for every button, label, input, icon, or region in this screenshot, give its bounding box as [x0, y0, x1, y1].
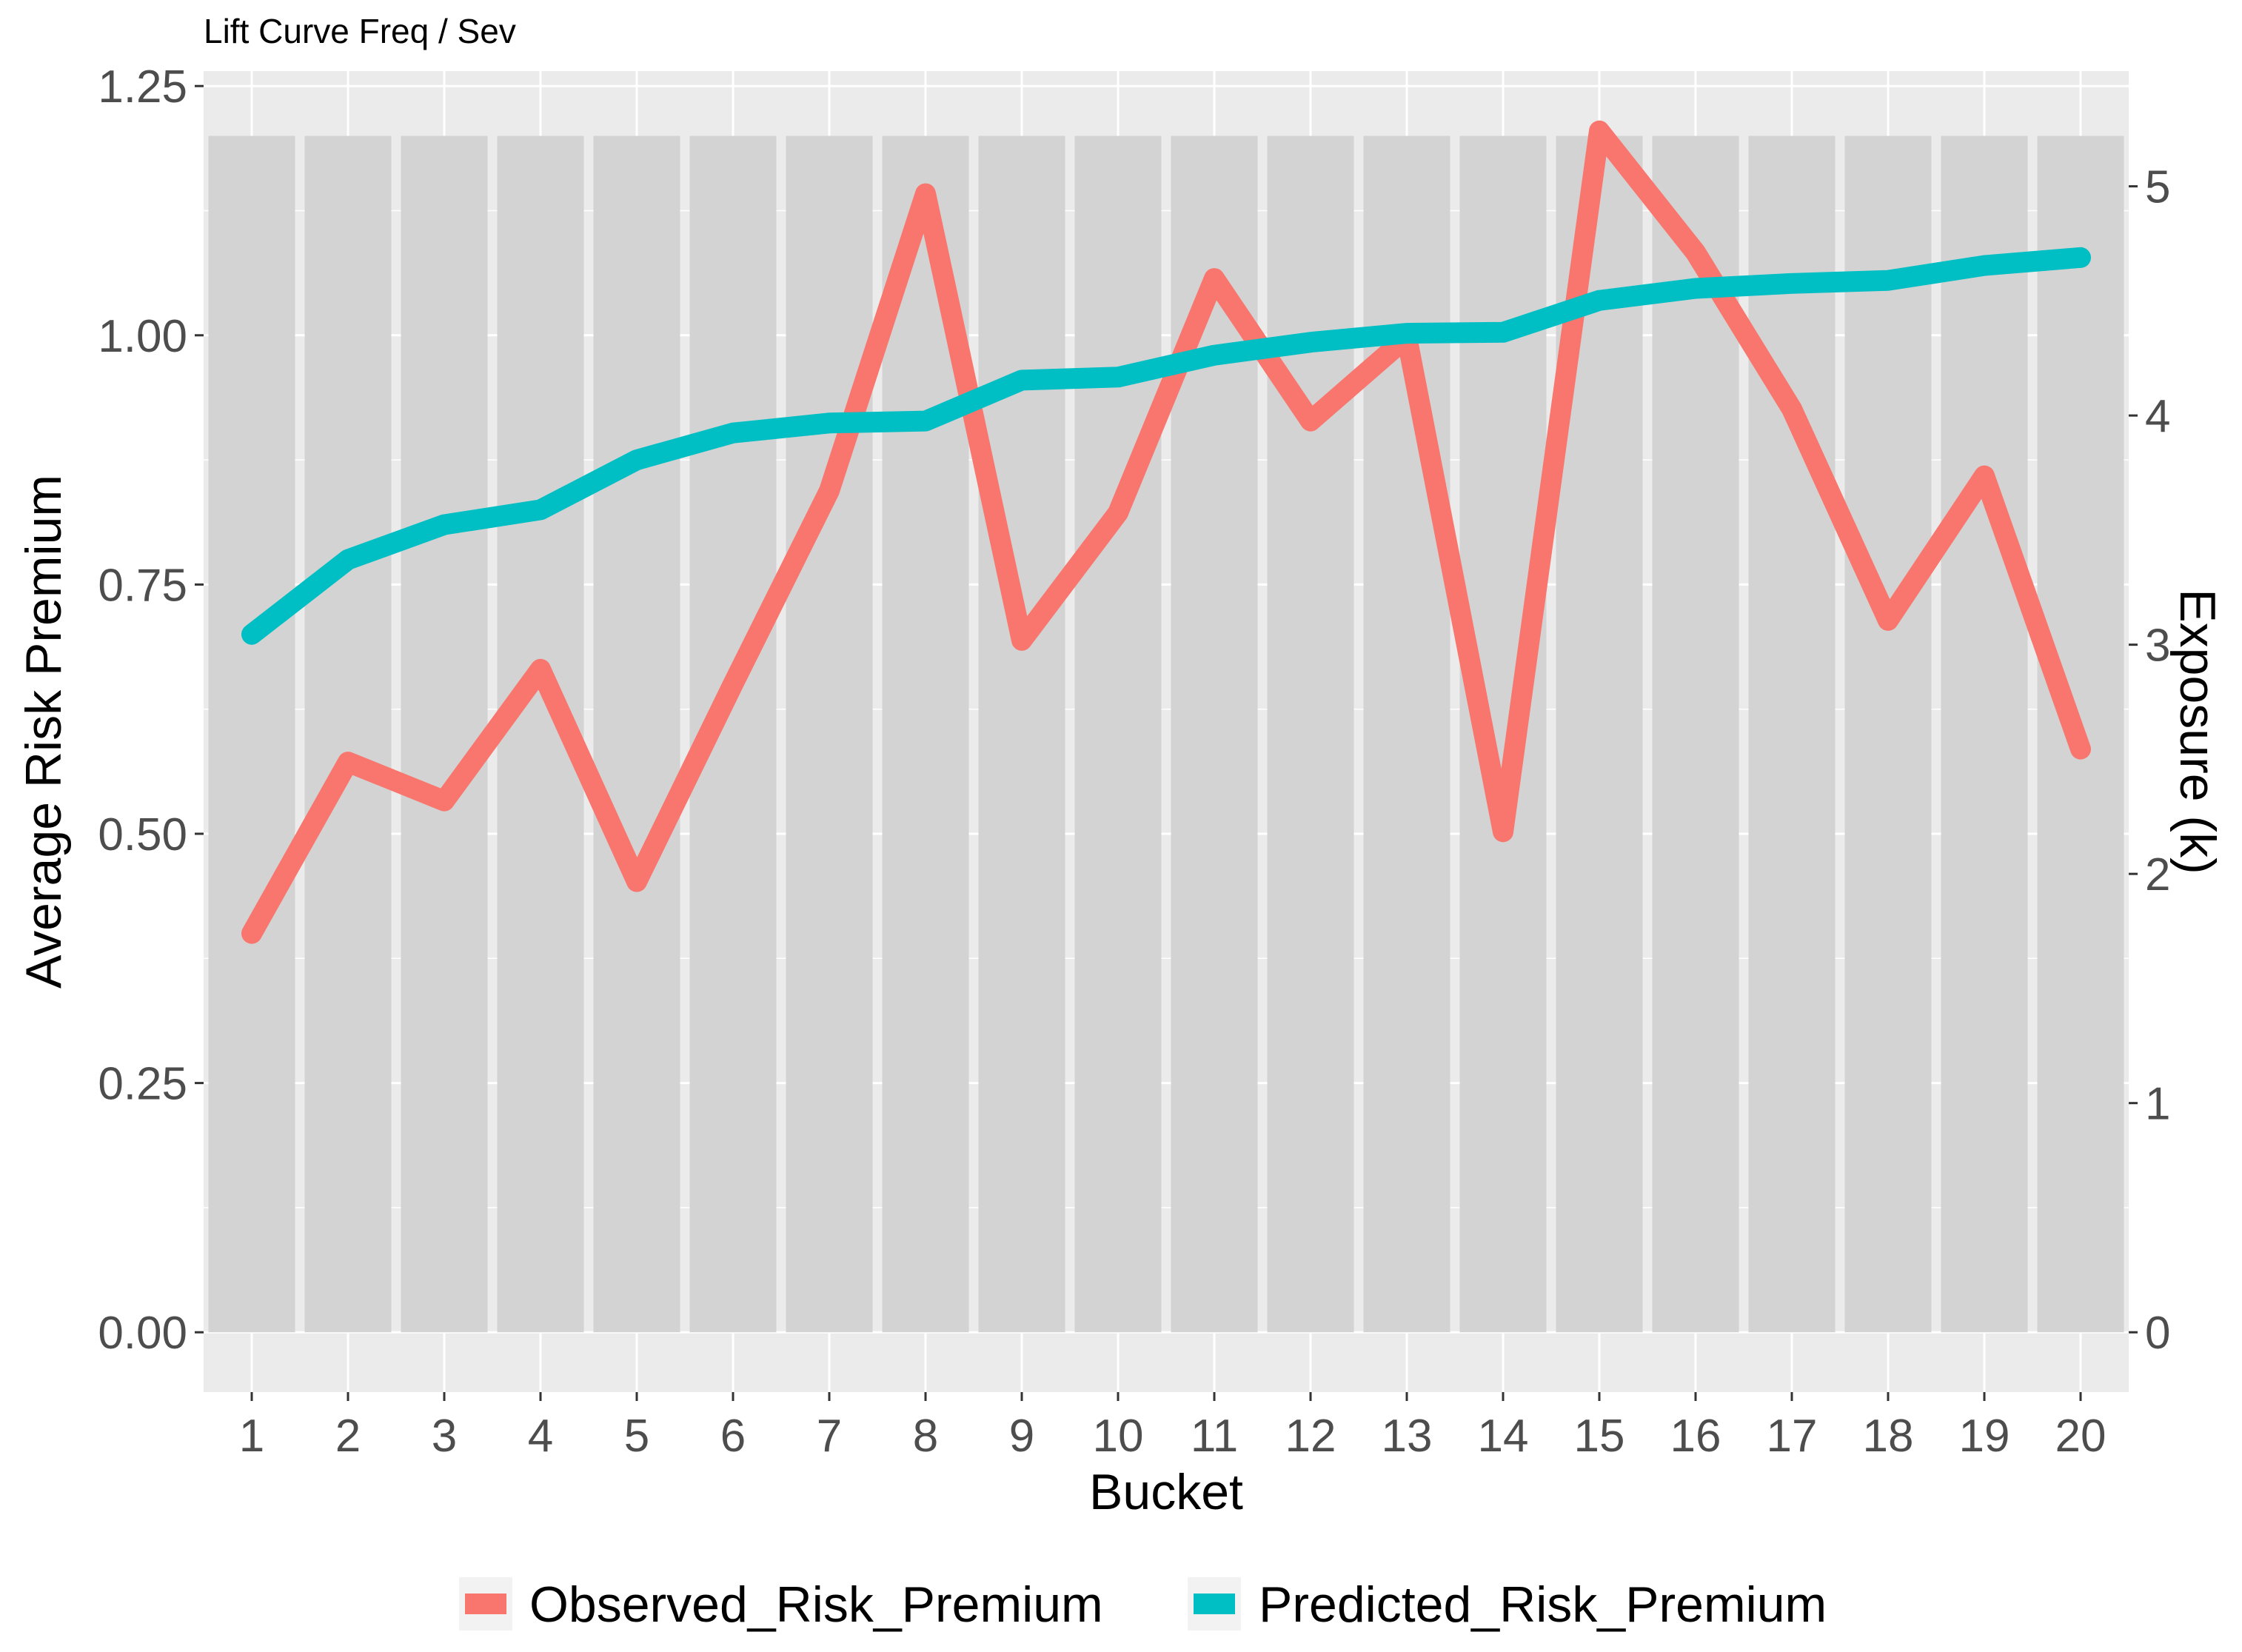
exposure-bar [786, 136, 873, 1333]
y-tick-label: 0.75 [98, 560, 187, 611]
x-tick-label: 3 [432, 1411, 457, 1462]
y2-tick-label: 0 [2145, 1308, 2170, 1359]
x-tick-label: 1 [239, 1411, 264, 1462]
exposure-bar [1074, 136, 1162, 1333]
x-tick-label: 8 [913, 1411, 938, 1462]
chart-title: Lift Curve Freq / Sev [204, 12, 516, 50]
x-tick-label: 9 [1009, 1411, 1034, 1462]
x-tick-label: 18 [1863, 1411, 1914, 1462]
exposure-bar [304, 136, 392, 1333]
legend-label-observed: Observed_Risk_Premium [529, 1576, 1103, 1633]
x-tick-label: 10 [1093, 1411, 1144, 1462]
x-tick-label: 4 [528, 1411, 553, 1462]
y-tick-label: 0.00 [98, 1308, 187, 1359]
x-tick-label: 2 [335, 1411, 361, 1462]
series-line-predicted [241, 247, 2091, 645]
x-tick-label: 13 [1382, 1411, 1433, 1462]
x-tick-label: 19 [1959, 1411, 2010, 1462]
x-tick-label: 6 [720, 1411, 746, 1462]
x-tick-label: 15 [1574, 1411, 1625, 1462]
x-tick-label: 5 [624, 1411, 649, 1462]
exposure-bar [1941, 136, 2028, 1333]
x-tick-label: 12 [1285, 1411, 1336, 1462]
exposure-bar [1652, 136, 1739, 1333]
y2-tick-label: 1 [2145, 1079, 2170, 1130]
y2-tick-label: 4 [2145, 391, 2170, 442]
legend: Observed_Risk_Premium Predicted_Risk_Pre… [459, 1576, 1827, 1633]
x-tick-label: 20 [2055, 1411, 2107, 1462]
right-axis: 0 1 2 3 4 5 [2129, 162, 2170, 1359]
y-tick-label: 0.25 [98, 1059, 187, 1110]
x-tick-label: 7 [817, 1411, 842, 1462]
y-tick-label: 0.50 [98, 809, 187, 860]
series-line-observed [241, 120, 2091, 944]
x-tick-label: 17 [1767, 1411, 1818, 1462]
exposure-bar [978, 136, 1065, 1333]
legend-label-predicted: Predicted_Risk_Premium [1259, 1576, 1827, 1633]
x-tick-label: 11 [1191, 1411, 1238, 1462]
y2-tick-label: 3 [2145, 621, 2170, 672]
y2-tick-label: 5 [2145, 162, 2170, 213]
exposure-bar [593, 136, 680, 1333]
y-tick-label: 1.25 [98, 61, 187, 113]
exposure-bar [401, 136, 488, 1333]
exposure-bar [1748, 136, 1836, 1333]
exposure-bar [1844, 136, 1932, 1333]
series-lines [241, 120, 2091, 944]
exposure-bar [1363, 136, 1450, 1333]
y-axis-title: Average Risk Premium [16, 475, 72, 989]
y-tick-label: 1.00 [98, 311, 187, 362]
left-axis: 0.00 0.25 0.50 0.75 1.00 1.25 [98, 61, 204, 1359]
x-tick-label: 14 [1478, 1411, 1529, 1462]
y2-axis-title: Exposure (k) [2169, 589, 2226, 874]
x-axis: 1 2 3 4 5 6 7 8 9 10 11 12 13 14 15 16 17 18 19 20 [239, 1392, 2107, 1462]
y2-tick-label: 2 [2145, 849, 2170, 900]
x-tick-label: 16 [1670, 1411, 1721, 1462]
x-axis-title: Bucket [1089, 1464, 1243, 1520]
exposure-bar [1267, 136, 1354, 1333]
exposure-bar [208, 136, 295, 1333]
